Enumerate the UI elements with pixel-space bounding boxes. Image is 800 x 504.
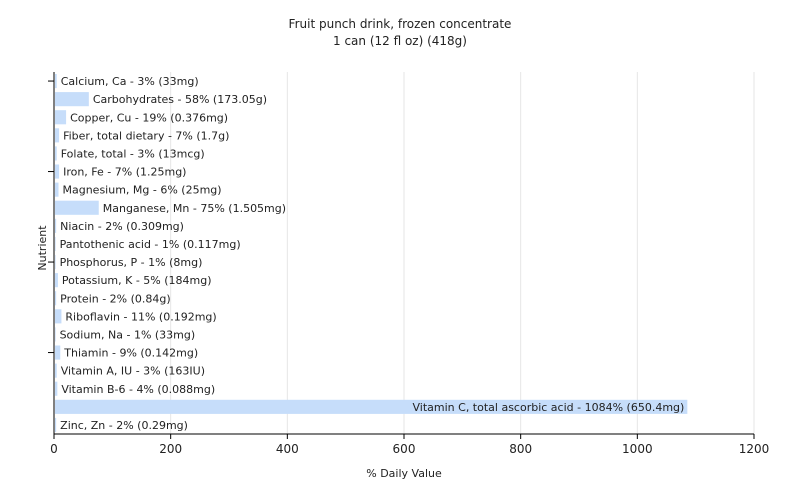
x-tick-label: 1000 <box>622 442 653 456</box>
bar <box>55 345 61 360</box>
bar-label: Vitamin A, IU - 3% (163IU) <box>61 365 205 378</box>
bar-label: Thiamin - 9% (0.142mg) <box>63 347 198 360</box>
bar <box>55 146 57 161</box>
bar-label: Calcium, Ca - 3% (33mg) <box>61 75 199 88</box>
x-tick-label: 400 <box>276 442 299 456</box>
bar <box>55 182 59 197</box>
x-tick-label: 0 <box>50 442 58 456</box>
bar <box>55 92 89 107</box>
bar-label: Potassium, K - 5% (184mg) <box>62 274 212 287</box>
y-axis-label: Nutrient <box>36 225 49 271</box>
bar-label: Riboflavin - 11% (0.192mg) <box>65 310 216 323</box>
bar <box>55 381 58 396</box>
bar-label: Folate, total - 3% (13mcg) <box>61 147 205 160</box>
chart-title: Fruit punch drink, frozen concentrate <box>289 17 512 31</box>
x-tick-label: 800 <box>509 442 532 456</box>
bar-label: Copper, Cu - 19% (0.376mg) <box>70 111 228 124</box>
bar <box>55 254 56 270</box>
x-tick-label: 1200 <box>739 442 770 456</box>
bar <box>55 363 57 378</box>
bar <box>55 417 57 433</box>
bar-label: Pantothenic acid - 1% (0.117mg) <box>60 238 241 251</box>
bar <box>55 399 688 414</box>
bar-label: Carbohydrates - 58% (173.05g) <box>93 93 267 106</box>
bar-label: Phosphorus, P - 1% (8mg) <box>60 256 203 269</box>
bar <box>55 110 67 125</box>
bar <box>55 327 56 342</box>
bar-label: Protein - 2% (0.84g) <box>60 292 171 305</box>
grid-lines <box>170 72 755 434</box>
bar <box>55 273 58 288</box>
bar <box>55 164 60 179</box>
bar-label: Vitamin C, total ascorbic acid - 1084% (… <box>413 401 685 414</box>
bar <box>55 200 99 215</box>
axes: 0 200 400 600 800 1000 1200 <box>48 72 769 456</box>
bar-label: Manganese, Mn - 75% (1.505mg) <box>103 202 286 215</box>
bar-label: Fiber, total dietary - 7% (1.7g) <box>63 129 229 142</box>
bars: Calcium, Ca - 3% (33mg) Carbohydrates - 5… <box>55 73 688 433</box>
x-axis-label: % Daily Value <box>366 467 442 480</box>
x-tick-label: 600 <box>393 442 416 456</box>
bar-label: Vitamin B-6 - 4% (0.088mg) <box>61 383 215 396</box>
x-tick-label: 200 <box>159 442 182 456</box>
bar <box>55 309 62 324</box>
bar-label: Zinc, Zn - 2% (0.29mg) <box>60 419 188 432</box>
bar-label: Magnesium, Mg - 6% (25mg) <box>63 184 222 197</box>
bar-label: Iron, Fe - 7% (1.25mg) <box>63 166 186 179</box>
bar <box>55 128 60 143</box>
bar <box>55 291 57 306</box>
bar-label: Sodium, Na - 1% (33mg) <box>60 328 196 341</box>
bar <box>55 236 56 252</box>
bar <box>55 73 57 89</box>
bar <box>55 218 57 233</box>
bar-label: Niacin - 2% (0.309mg) <box>60 220 184 233</box>
chart-subtitle: 1 can (12 fl oz) (418g) <box>333 34 467 48</box>
